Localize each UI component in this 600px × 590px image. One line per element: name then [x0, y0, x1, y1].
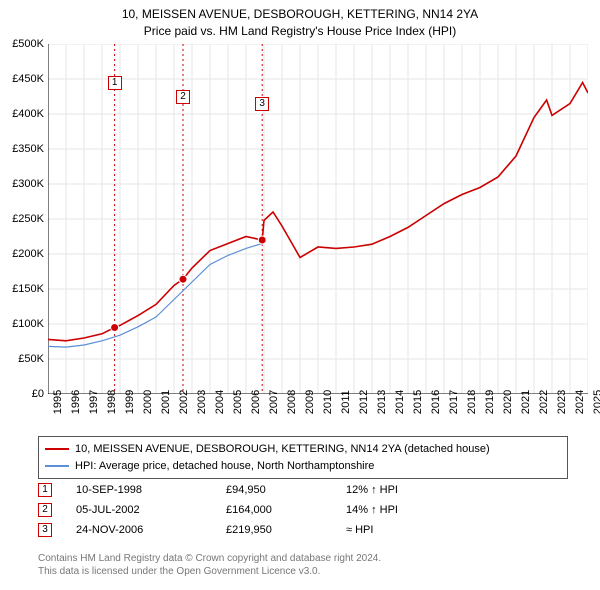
event-delta: 14% ↑ HPI [346, 504, 466, 516]
x-tick-label: 2004 [214, 390, 226, 414]
y-tick-label: £300K [12, 178, 44, 190]
legend-swatch [45, 465, 69, 467]
events-table: 1 10-SEP-1998£94,95012% ↑ HPI 2 05-JUL-2002… [38, 480, 568, 540]
legend-row: 10, MEISSEN AVENUE, DESBOROUGH, KETTERIN… [45, 441, 561, 458]
event-number-box: 2 [38, 503, 52, 517]
x-tick-label: 2014 [394, 390, 406, 414]
legend-row: HPI: Average price, detached house, Nort… [45, 458, 561, 475]
event-marker-1: 1 [108, 76, 122, 90]
x-tick-label: 2007 [268, 390, 280, 414]
x-tick-label: 2018 [466, 390, 478, 414]
y-tick-label: £450K [12, 73, 44, 85]
legend-swatch [45, 448, 69, 450]
title-line-2: Price paid vs. HM Land Registry's House … [0, 23, 600, 40]
event-date: 10-SEP-1998 [76, 484, 226, 496]
x-tick-label: 2001 [160, 390, 172, 414]
event-date: 24-NOV-2006 [76, 524, 226, 536]
x-tick-label: 2011 [340, 390, 352, 414]
event-delta: ≈ HPI [346, 524, 466, 536]
x-tick-label: 1996 [70, 390, 82, 414]
x-tick-label: 2024 [574, 390, 586, 414]
x-tick-label: 2025 [592, 390, 600, 414]
event-price: £94,950 [226, 484, 346, 496]
y-tick-label: £100K [12, 318, 44, 330]
y-tick-label: £350K [12, 143, 44, 155]
y-tick-label: £0 [32, 388, 44, 400]
x-tick-label: 2006 [250, 390, 262, 414]
legend-label: HPI: Average price, detached house, Nort… [75, 458, 374, 475]
y-tick-label: £150K [12, 283, 44, 295]
chart-container: 10, MEISSEN AVENUE, DESBOROUGH, KETTERIN… [0, 0, 600, 590]
x-tick-label: 2016 [430, 390, 442, 414]
x-tick-label: 2021 [520, 390, 532, 414]
event-marker-2: 2 [176, 90, 190, 104]
x-tick-label: 2003 [196, 390, 208, 414]
title-line-1: 10, MEISSEN AVENUE, DESBOROUGH, KETTERIN… [0, 6, 600, 23]
x-tick-label: 2010 [322, 390, 334, 414]
x-tick-label: 1998 [106, 390, 118, 414]
event-price: £219,950 [226, 524, 346, 536]
legend-label: 10, MEISSEN AVENUE, DESBOROUGH, KETTERIN… [75, 441, 490, 458]
x-tick-label: 2023 [556, 390, 568, 414]
title-block: 10, MEISSEN AVENUE, DESBOROUGH, KETTERIN… [0, 0, 600, 40]
event-number-box: 3 [38, 523, 52, 537]
y-tick-label: £200K [12, 248, 44, 260]
legend: 10, MEISSEN AVENUE, DESBOROUGH, KETTERIN… [38, 436, 568, 479]
event-marker-3: 3 [255, 97, 269, 111]
event-row: 1 10-SEP-1998£94,95012% ↑ HPI [38, 480, 568, 500]
event-date: 05-JUL-2002 [76, 504, 226, 516]
attribution-line-1: Contains HM Land Registry data © Crown c… [38, 552, 568, 565]
chart-svg [48, 44, 588, 394]
y-tick-label: £400K [12, 108, 44, 120]
x-tick-label: 2008 [286, 390, 298, 414]
attribution-line-2: This data is licensed under the Open Gov… [38, 565, 568, 578]
x-tick-label: 2017 [448, 390, 460, 414]
event-price: £164,000 [226, 504, 346, 516]
y-axis-labels: £0£50K£100K£150K£200K£250K£300K£350K£400… [0, 44, 46, 394]
x-tick-label: 2022 [538, 390, 550, 414]
event-delta: 12% ↑ HPI [346, 484, 466, 496]
x-tick-label: 2009 [304, 390, 316, 414]
x-tick-label: 2000 [142, 390, 154, 414]
y-tick-label: £250K [12, 213, 44, 225]
event-row: 2 05-JUL-2002£164,00014% ↑ HPI [38, 500, 568, 520]
x-tick-label: 2013 [376, 390, 388, 414]
x-tick-label: 1997 [88, 390, 100, 414]
x-tick-label: 2019 [484, 390, 496, 414]
x-tick-label: 1995 [52, 390, 64, 414]
event-row: 3 24-NOV-2006£219,950≈ HPI [38, 520, 568, 540]
x-tick-label: 2015 [412, 390, 424, 414]
x-axis-labels: 1995199619971998199920002001200220032004… [48, 398, 588, 438]
x-tick-label: 2002 [178, 390, 190, 414]
chart-area: 1 2 3 [48, 44, 588, 394]
x-tick-label: 2020 [502, 390, 514, 414]
x-tick-label: 1999 [124, 390, 136, 414]
x-tick-label: 2005 [232, 390, 244, 414]
y-tick-label: £50K [18, 353, 44, 365]
attribution: Contains HM Land Registry data © Crown c… [38, 552, 568, 578]
event-number-box: 1 [38, 483, 52, 497]
x-tick-label: 2012 [358, 390, 370, 414]
y-tick-label: £500K [12, 38, 44, 50]
